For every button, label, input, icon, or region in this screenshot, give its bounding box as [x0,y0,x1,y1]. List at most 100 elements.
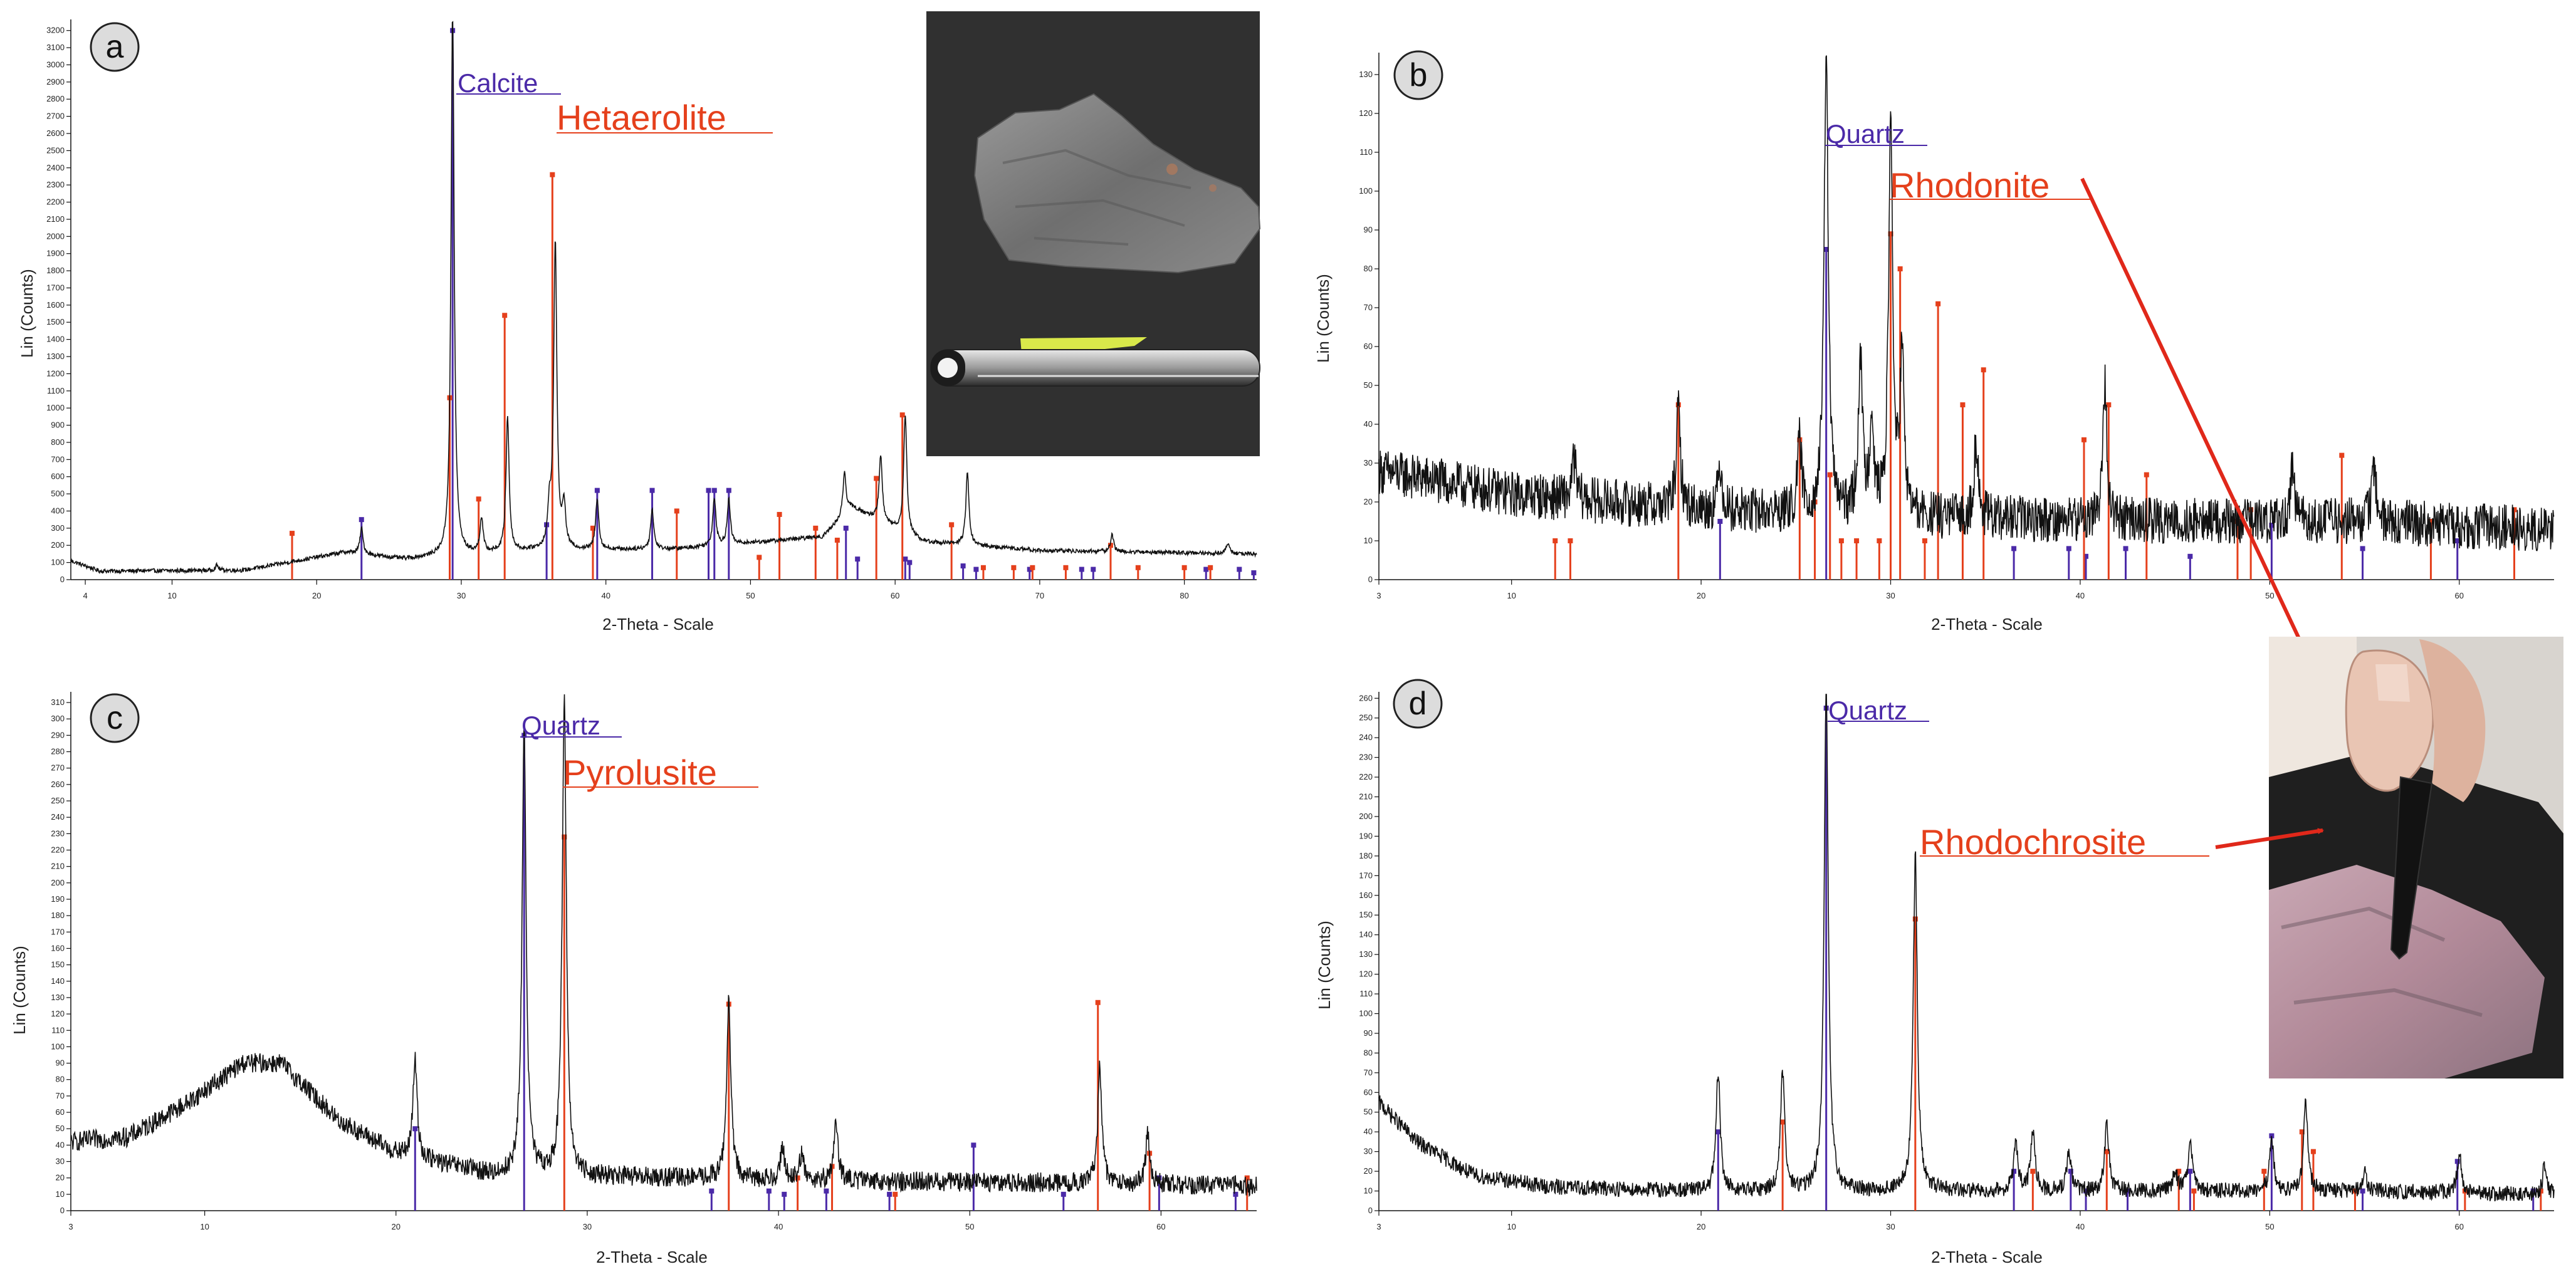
x-tick-label: 10 [1507,1222,1516,1231]
x-tick-label: 3 [68,1222,73,1231]
reference-stick-marker [1203,566,1209,572]
x-tick-label: 60 [1156,1222,1165,1231]
y-tick-label: 270 [51,763,65,773]
reference-stick-marker [2104,1149,2110,1154]
panel-a: 0 100 200 300 400 500 600 700 800 900 1000 1100 1200… [18,11,1261,634]
x-tick-label: 80 [1180,591,1188,600]
y-tick-label: 100 [51,1041,65,1051]
y-tick-label: 80 [1364,1048,1373,1057]
reference-stick-marker [2269,523,2275,528]
reference-stick-marker [2011,546,2017,551]
reference-stick-marker [2511,507,2517,513]
x-tick-label: 30 [1886,1222,1895,1231]
reference-stick-marker [550,172,555,177]
y-tick-label: 160 [51,943,65,953]
y-tick-label: 400 [51,506,65,515]
x-tick-label: 20 [1697,591,1705,600]
x-tick-label: 30 [457,591,466,600]
inset-photo-specimen-a [926,11,1261,456]
reference-stick-marker [1011,565,1017,570]
y-tick-label: 130 [1359,949,1373,959]
reference-stick-marker [1091,566,1096,572]
reference-stick-marker [1877,538,1882,543]
phase-label-pyrolusite: Pyrolusite [563,753,717,792]
y-tick-label: 70 [1364,1068,1373,1077]
y-tick-label: 500 [51,489,65,498]
y-tick-label: 0 [1368,1206,1373,1215]
stick-pattern-quartz [412,733,1238,1211]
reference-stick-marker [757,555,762,560]
y-tick-label: 3100 [46,43,65,52]
phase-label-calcite: Calcite [458,68,538,98]
reference-stick-marker [2530,1188,2536,1194]
y-tick-label: 1100 [47,386,65,395]
y-tick-label: 200 [51,878,65,887]
reference-stick-marker [899,412,905,418]
y-tick-label: 1300 [46,352,65,361]
y-tick-label: 2900 [46,77,65,86]
x-tick-label: 60 [2455,1222,2464,1231]
x-axis-title-b: 2-Theta - Scale [1931,615,2043,634]
reference-stick-marker [1030,565,1035,570]
reference-stick-marker [2011,1169,2017,1174]
reference-stick-marker [1208,565,1213,570]
reference-stick-marker [590,525,595,531]
reference-stick-marker [1912,916,1918,922]
reference-stick-marker [2269,1133,2275,1139]
y-axis-title-b: Lin (Counts) [1314,274,1333,363]
reference-stick-marker [1568,538,1573,543]
y-tick-label: 120 [1359,969,1373,979]
reference-stick-marker [1244,1175,1250,1181]
reference-stick-marker [1095,1000,1101,1005]
x-tick-label: 40 [774,1222,783,1231]
reference-stick-marker [2030,1169,2036,1174]
reference-stick-marker [2261,1169,2267,1174]
y-tick-label: 80 [56,1075,65,1084]
y-tick-label: 0 [1368,575,1373,584]
reference-stick-marker [711,488,717,493]
y-tick-label: 120 [1359,108,1373,118]
x-tick-label: 50 [2265,1222,2274,1231]
reference-stick-marker [1823,247,1829,252]
x-tick-label: 50 [2265,591,2274,600]
y-tick-label: 1200 [46,368,65,378]
reference-stick-marker [2176,1169,2182,1174]
reference-stick-marker [726,488,731,493]
y-tick-label: 140 [51,976,65,986]
reference-stick-marker [359,517,364,523]
reference-stick-marker [843,525,849,531]
inset-photo-specimen-d [2269,637,2563,1078]
y-tick-label: 40 [1364,419,1373,429]
y-tick-label: 120 [51,1009,65,1018]
x-tick-label: 3 [1376,1222,1381,1231]
panel-label-a: a [106,29,124,65]
reference-stick-marker [1827,472,1833,478]
reference-stick-marker [2454,1159,2460,1164]
x-axis-title-a: 2-Theta - Scale [602,615,714,634]
x-tick-label: 20 [392,1222,401,1231]
y-tick-label: 1000 [46,403,65,412]
reference-stick-marker [1888,231,1893,237]
reference-stick-marker [782,1191,787,1197]
y-tick-label: 1800 [46,266,65,275]
y-tick-label: 160 [1359,890,1373,900]
x-tick-label: 50 [746,591,755,600]
y-tick-label: 20 [1364,1166,1373,1176]
reference-stick-marker [1237,566,1242,572]
reference-stick-marker [1981,367,1986,373]
y-tick-label: 200 [1359,812,1373,821]
y-tick-label: 110 [1359,989,1373,998]
reference-stick-marker [949,522,955,528]
x-tick-label: 10 [1507,591,1516,600]
y-tick-label: 100 [51,558,65,567]
reference-stick-marker [813,525,819,531]
panel-b: 0 10 20 30 40 50 60 70 80 90 100 110 120 130 3 10 20 30 40… [1314,50,2555,961]
y-tick-label: 150 [51,960,65,969]
y-tick-label: 600 [51,472,65,481]
y-tick-label: 2500 [46,145,65,155]
x-tick-label: 70 [1035,591,1044,600]
y-tick-label: 50 [1364,1107,1373,1117]
reference-stick-marker [1251,570,1257,576]
panel-label-d: d [1409,686,1427,722]
reference-stick-marker [824,1188,829,1194]
